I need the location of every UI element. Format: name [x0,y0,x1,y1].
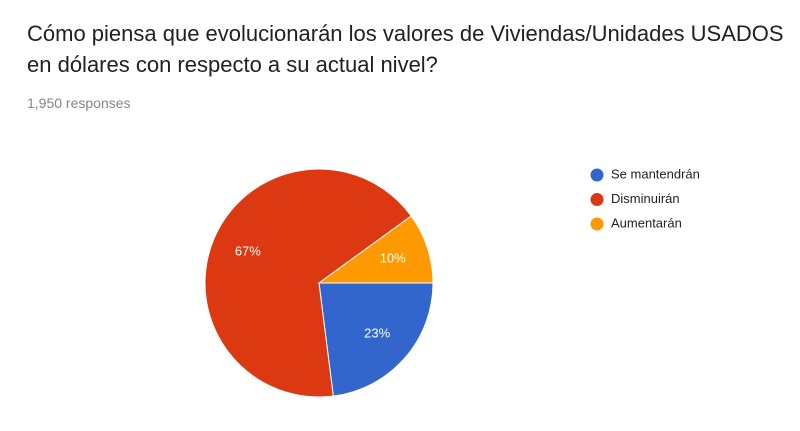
pie-slice [204,168,412,398]
slice-label: 67% [235,244,261,259]
legend-label: Aumentarán [611,215,682,230]
legend-swatch [590,168,604,182]
pie-slice [318,282,434,397]
slice-label: 10% [380,250,406,265]
legend-label: Disminuirán [611,191,680,206]
pie-slice [317,215,434,284]
chart-subtitle: 1,950 responses [27,95,131,111]
legend-swatch [590,217,604,231]
legend-swatch [590,193,604,206]
legend-label: Se mantendrán [611,166,700,181]
slice-label: 23% [364,326,390,341]
chart-title: Cómo piensa que evolucionarán los valore… [27,21,784,77]
